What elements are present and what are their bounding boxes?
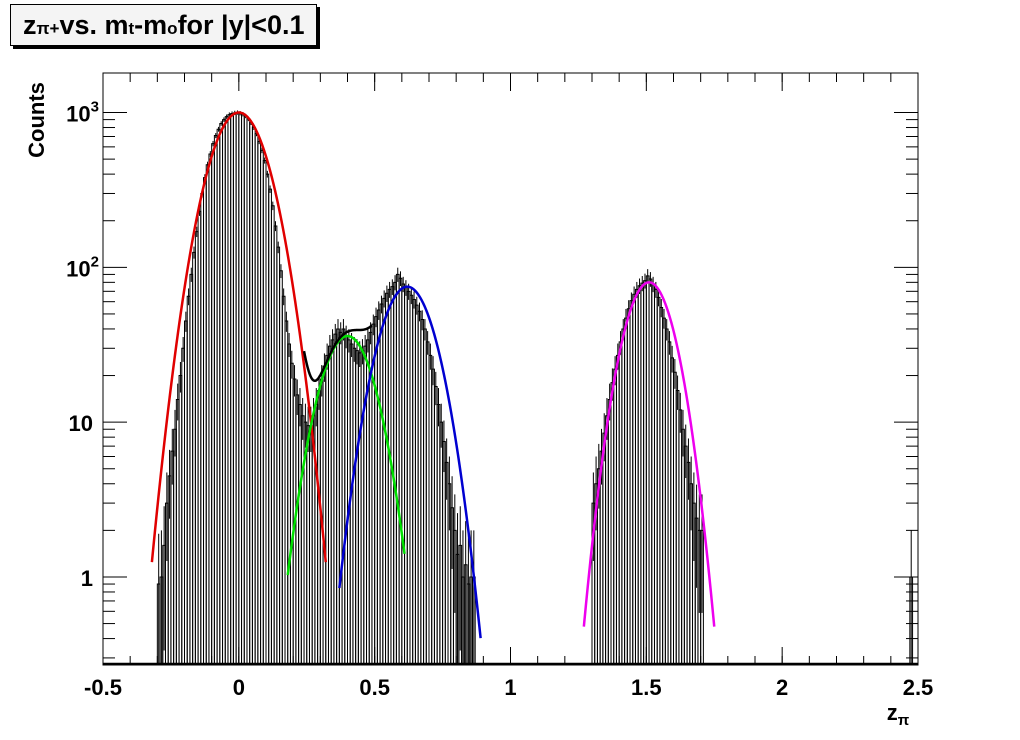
title-part: z <box>23 9 37 40</box>
x-tick-label: -0.5 <box>84 675 122 700</box>
x-tick-label: 0 <box>233 675 245 700</box>
chart-title: z π+ vs. m t -m o for |y|<0.1 <box>10 4 318 46</box>
x-tick-label: 2 <box>776 675 788 700</box>
x-tick-label: 1 <box>504 675 516 700</box>
fit-curve <box>302 324 373 383</box>
x-tick-label: 2.5 <box>903 675 934 700</box>
title-part: o <box>167 19 178 38</box>
title-part: π+ <box>36 19 60 38</box>
title-part: for |y|<0.1 <box>177 9 305 40</box>
y-axis-title: Counts <box>24 82 49 158</box>
x-axis-title: zπ <box>887 700 910 729</box>
axes: -0.5 0 0.5 1 1.5 2 2.5 1 10 102 103 <box>66 73 933 700</box>
y-tick-label: 103 <box>66 99 99 127</box>
fit-curves <box>150 111 716 639</box>
histogram <box>103 110 918 665</box>
y-tick-label: 1 <box>81 566 93 591</box>
x-tick-label: 1.5 <box>631 675 662 700</box>
title-part: -m <box>134 9 168 40</box>
fit-curve <box>286 334 406 576</box>
x-tick-label: 0.5 <box>359 675 390 700</box>
y-tick-label: 102 <box>66 253 99 281</box>
y-tick-label: 10 <box>69 411 93 436</box>
title-part: vs. m <box>59 9 129 40</box>
fit-curve <box>150 111 328 563</box>
title-part: t <box>128 19 135 38</box>
fit-curve <box>582 281 716 627</box>
fit-curve <box>338 285 482 639</box>
